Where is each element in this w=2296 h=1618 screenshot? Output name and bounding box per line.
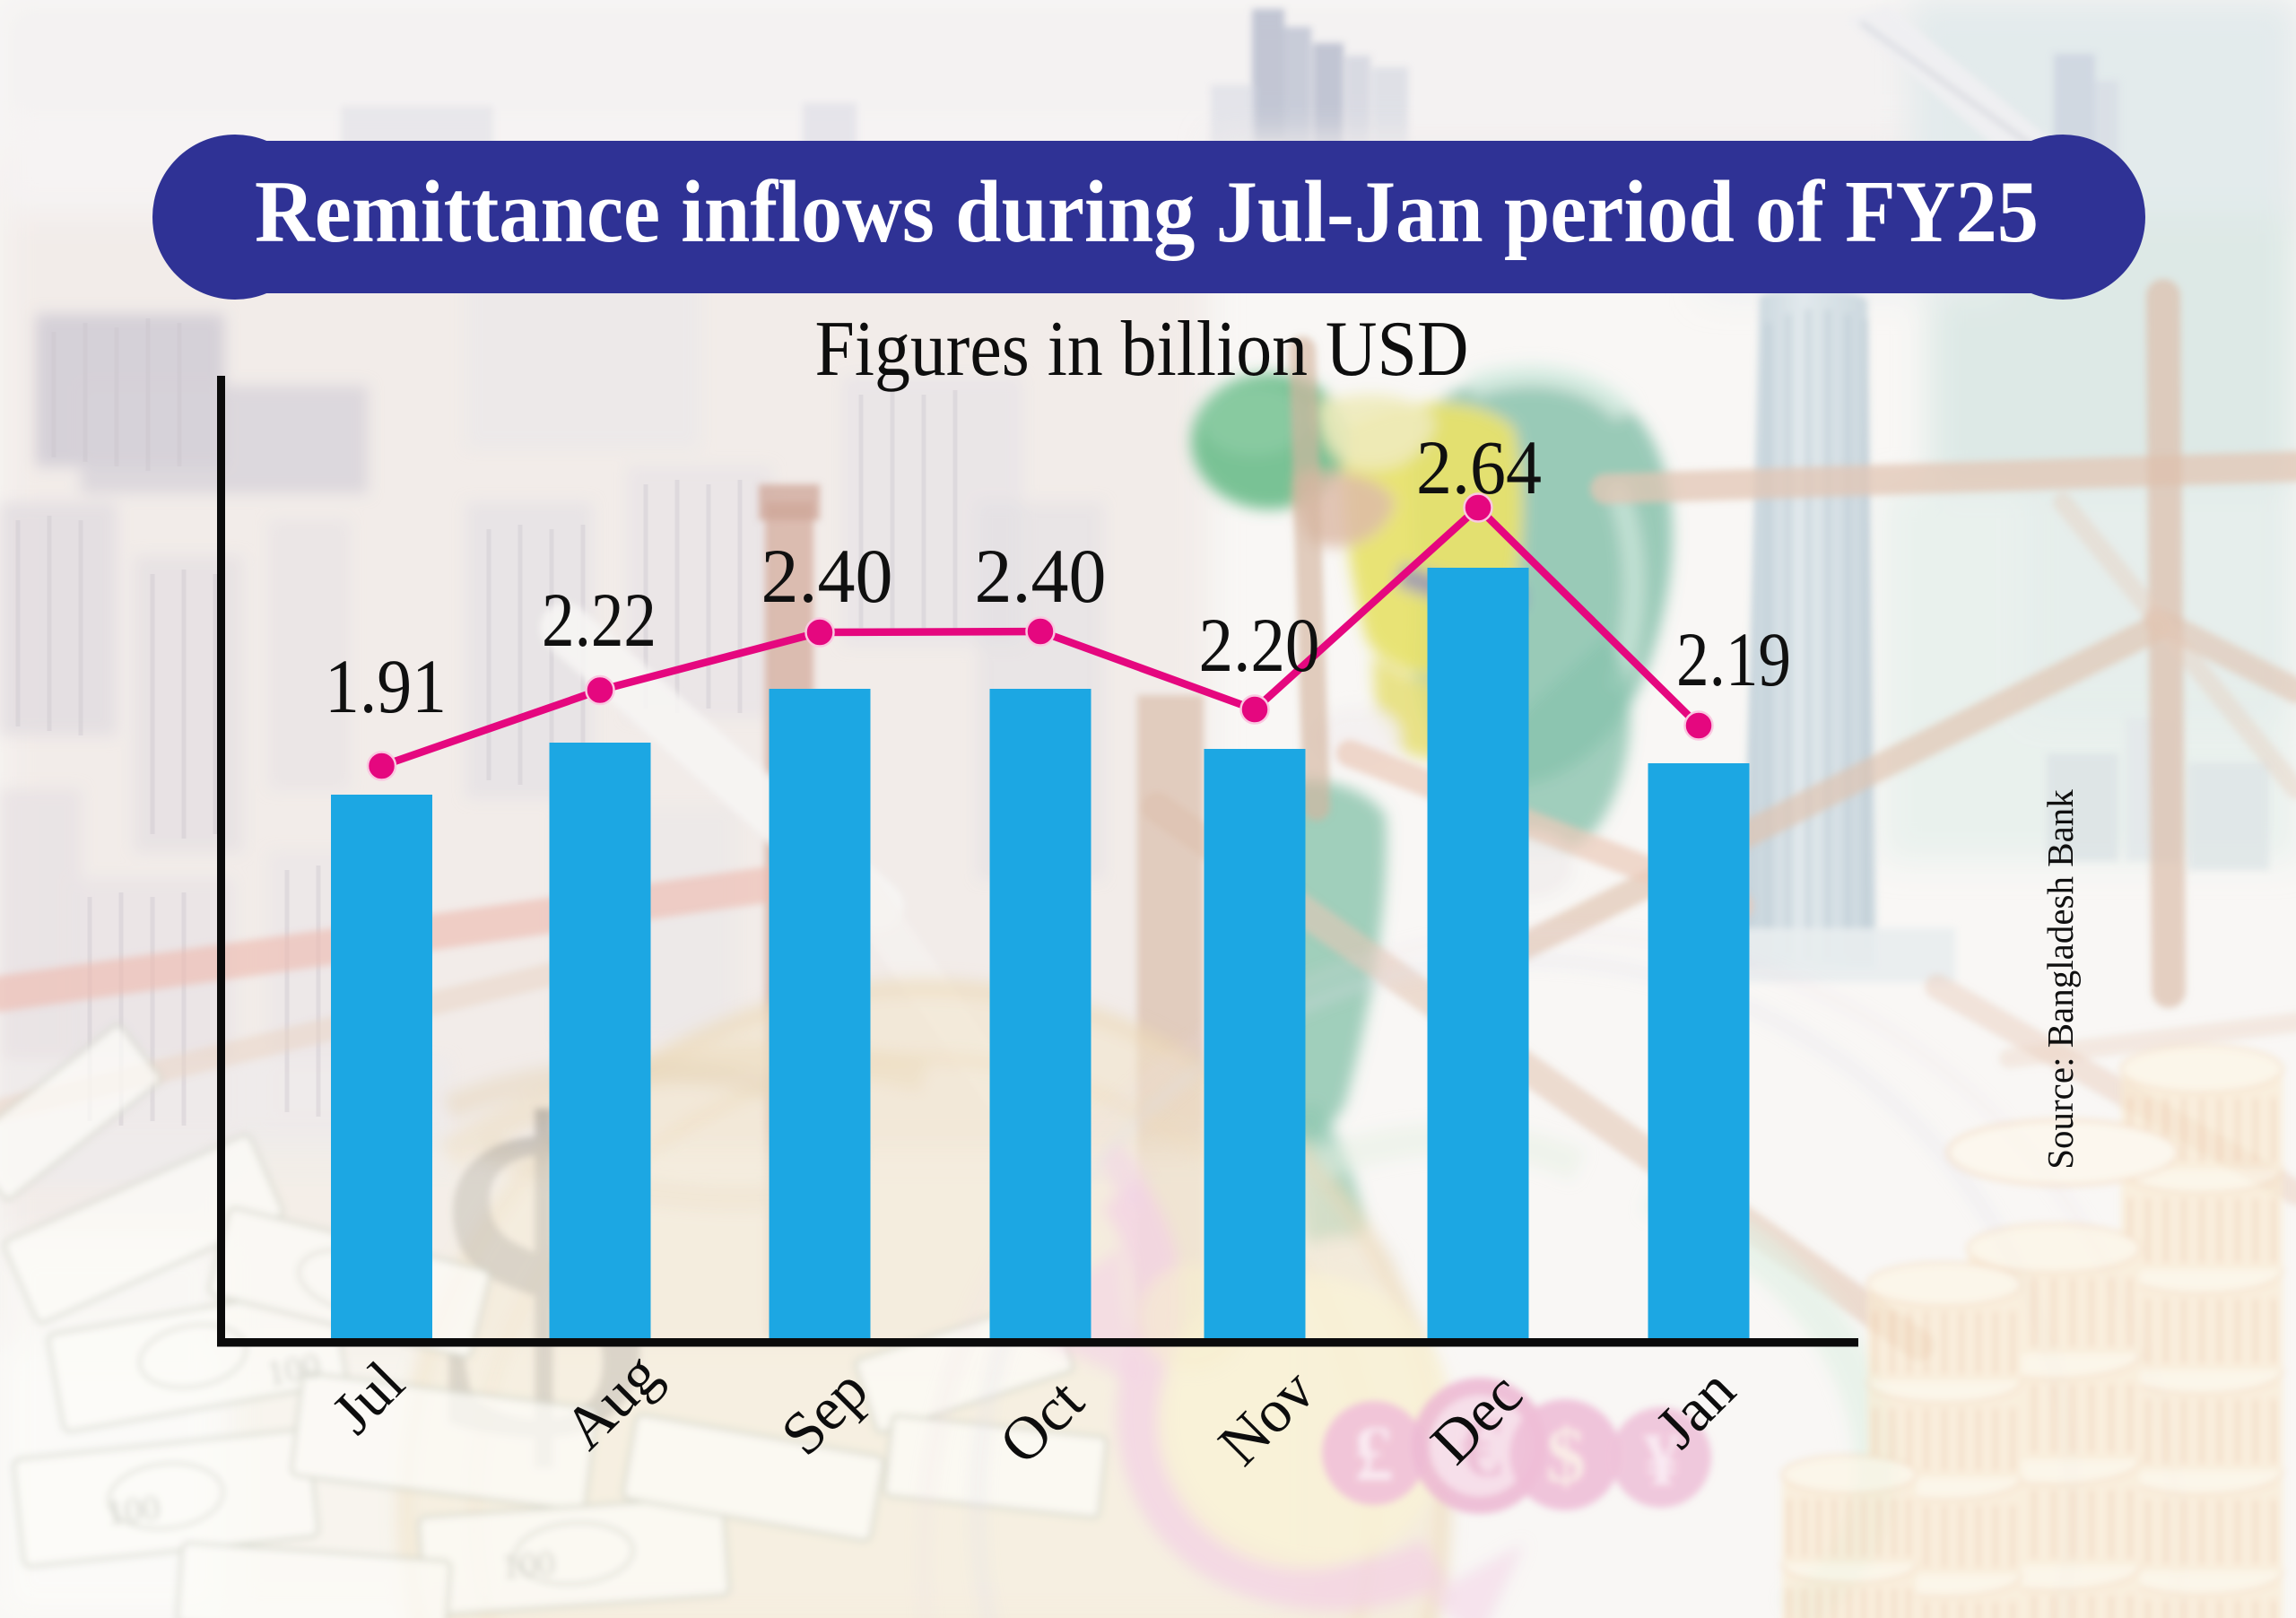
svg-text:Source: Bangladesh Bank: Source: Bangladesh Bank xyxy=(2039,789,2081,1170)
svg-text:€: € xyxy=(1460,1402,1501,1493)
svg-text:Nov: Nov xyxy=(1205,1356,1328,1479)
svg-text:¥: ¥ xyxy=(1643,1418,1681,1501)
svg-text:Jan: Jan xyxy=(1642,1355,1748,1461)
svg-text:2.64: 2.64 xyxy=(1416,424,1542,510)
svg-text:1.91: 1.91 xyxy=(325,643,447,729)
svg-text:100: 100 xyxy=(264,1344,324,1394)
svg-text:Jul: Jul xyxy=(318,1348,417,1447)
svg-text:2.22: 2.22 xyxy=(542,577,657,663)
svg-text:Dec: Dec xyxy=(1417,1359,1535,1476)
svg-text:100: 100 xyxy=(104,1487,161,1533)
svg-text:Aug: Aug xyxy=(551,1340,674,1463)
svg-text:$: $ xyxy=(1546,1413,1586,1500)
svg-text:Sep: Sep xyxy=(768,1355,881,1468)
svg-text:Oct: Oct xyxy=(986,1366,1096,1476)
svg-text:2.40: 2.40 xyxy=(975,533,1107,619)
svg-text:100: 100 xyxy=(500,1543,556,1587)
svg-text:Remittance inflows during Jul-: Remittance inflows during Jul-Jan period… xyxy=(255,163,2039,261)
svg-text:2.19: 2.19 xyxy=(1676,616,1791,702)
svg-text:2.20: 2.20 xyxy=(1199,602,1320,688)
svg-text:£: £ xyxy=(1354,1411,1394,1498)
svg-text:Figures in billion USD: Figures in billion USD xyxy=(815,306,1469,393)
svg-text:2.40: 2.40 xyxy=(761,533,893,619)
